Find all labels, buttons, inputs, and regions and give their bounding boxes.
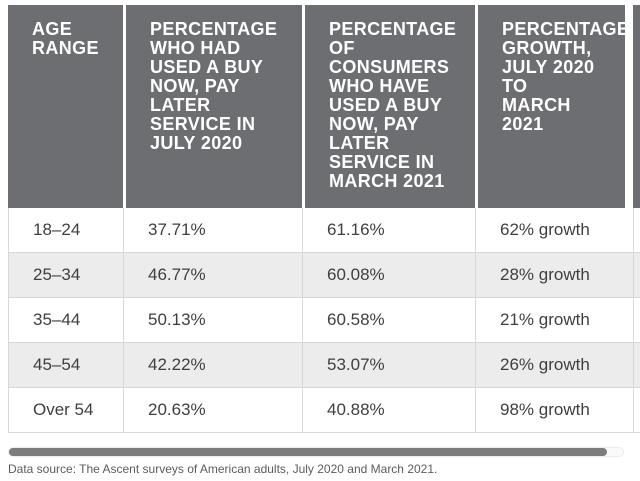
table-row: Over 54 20.63% 40.88% 98% growth: [8, 388, 640, 433]
partial-cutoff-cell: [633, 208, 640, 253]
age-range-cell: 18–24: [8, 208, 123, 253]
march-2021-cell: 61.16%: [302, 208, 475, 253]
table-viewport: AGE RANGE PERCENTAGE WHO HAD USED A BUY …: [8, 5, 640, 433]
growth-cell: 62% growth: [475, 208, 633, 253]
column-header-used-march-2021: PERCENTAGE OF CONSUMERS WHO HAVE USED A …: [302, 5, 475, 208]
column-header-used-july-2020: PERCENTAGE WHO HAD USED A BUY NOW, PAY L…: [123, 5, 302, 208]
march-2021-cell: 53.07%: [302, 343, 475, 388]
bnpl-usage-table: AGE RANGE PERCENTAGE WHO HAD USED A BUY …: [8, 5, 640, 433]
table-header-row: AGE RANGE PERCENTAGE WHO HAD USED A BUY …: [8, 5, 640, 208]
table-row: 45–54 42.22% 53.07% 26% growth: [8, 343, 640, 388]
column-header-partial-cutoff: [633, 5, 640, 208]
growth-cell: 28% growth: [475, 253, 633, 298]
horizontal-scrollbar[interactable]: [8, 447, 624, 457]
scrollbar-thumb[interactable]: [9, 448, 607, 456]
growth-cell: 21% growth: [475, 298, 633, 343]
table-row: 18–24 37.71% 61.16% 62% growth: [8, 208, 640, 253]
july-2020-cell: 50.13%: [123, 298, 302, 343]
data-source-note: Data source: The Ascent surveys of Ameri…: [8, 462, 438, 476]
table-row: 35–44 50.13% 60.58% 21% growth: [8, 298, 640, 343]
march-2021-cell: 40.88%: [302, 388, 475, 433]
july-2020-cell: 37.71%: [123, 208, 302, 253]
july-2020-cell: 46.77%: [123, 253, 302, 298]
table-row: 25–34 46.77% 60.08% 28% growth: [8, 253, 640, 298]
july-2020-cell: 42.22%: [123, 343, 302, 388]
march-2021-cell: 60.08%: [302, 253, 475, 298]
partial-cutoff-cell: [633, 343, 640, 388]
age-range-cell: 45–54: [8, 343, 123, 388]
column-header-age-range: AGE RANGE: [8, 5, 123, 208]
growth-cell: 98% growth: [475, 388, 633, 433]
partial-cutoff-cell: [633, 388, 640, 433]
partial-cutoff-cell: [633, 298, 640, 343]
column-header-percentage-growth: PERCENTAGE GROWTH, JULY 2020 TO MARCH 20…: [475, 5, 633, 208]
july-2020-cell: 20.63%: [123, 388, 302, 433]
age-range-cell: Over 54: [8, 388, 123, 433]
partial-cutoff-cell: [633, 253, 640, 298]
age-range-cell: 35–44: [8, 298, 123, 343]
march-2021-cell: 60.58%: [302, 298, 475, 343]
age-range-cell: 25–34: [8, 253, 123, 298]
growth-cell: 26% growth: [475, 343, 633, 388]
